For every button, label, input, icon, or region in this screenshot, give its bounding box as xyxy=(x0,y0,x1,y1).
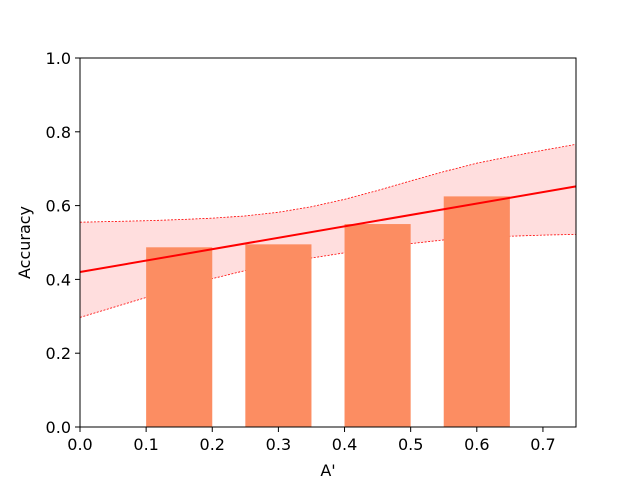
bar-2 xyxy=(245,244,312,427)
bar-4 xyxy=(443,196,510,428)
x-tick-label: 0.1 xyxy=(133,435,158,454)
x-tick-label: 0.7 xyxy=(530,435,555,454)
y-tick-label: 0.0 xyxy=(46,418,71,437)
y-tick-label: 1.0 xyxy=(46,49,71,68)
x-tick-label: 0.5 xyxy=(398,435,423,454)
y-tick-label: 0.4 xyxy=(46,270,71,289)
y-axis-label: Accuracy xyxy=(15,206,34,279)
confidence-band-lower-edge xyxy=(79,233,577,318)
x-axis: 0.0 0.1 0.2 0.3 0.4 0.5 0.6 0.7 xyxy=(67,427,556,454)
confidence-band-upper-edge xyxy=(79,143,577,223)
plot-frame xyxy=(79,57,577,428)
x-tick-label: 0.4 xyxy=(332,435,357,454)
bar-1 xyxy=(146,247,213,427)
bar-layer xyxy=(146,196,510,428)
x-tick-label: 0.2 xyxy=(200,435,225,454)
trend-line xyxy=(79,185,577,274)
x-axis-label: A' xyxy=(320,461,335,480)
bar-3 xyxy=(344,224,411,427)
x-tick-label: 0.0 xyxy=(67,435,92,454)
y-tick-label: 0.2 xyxy=(46,344,71,363)
y-axis: 0.0 0.2 0.4 0.6 0.8 1.0 xyxy=(46,49,80,437)
x-tick-label: 0.3 xyxy=(266,435,291,454)
trend-line-layer xyxy=(79,185,577,274)
y-tick-label: 0.8 xyxy=(46,123,71,142)
y-tick-label: 0.6 xyxy=(46,197,71,216)
x-tick-label: 0.6 xyxy=(464,435,489,454)
